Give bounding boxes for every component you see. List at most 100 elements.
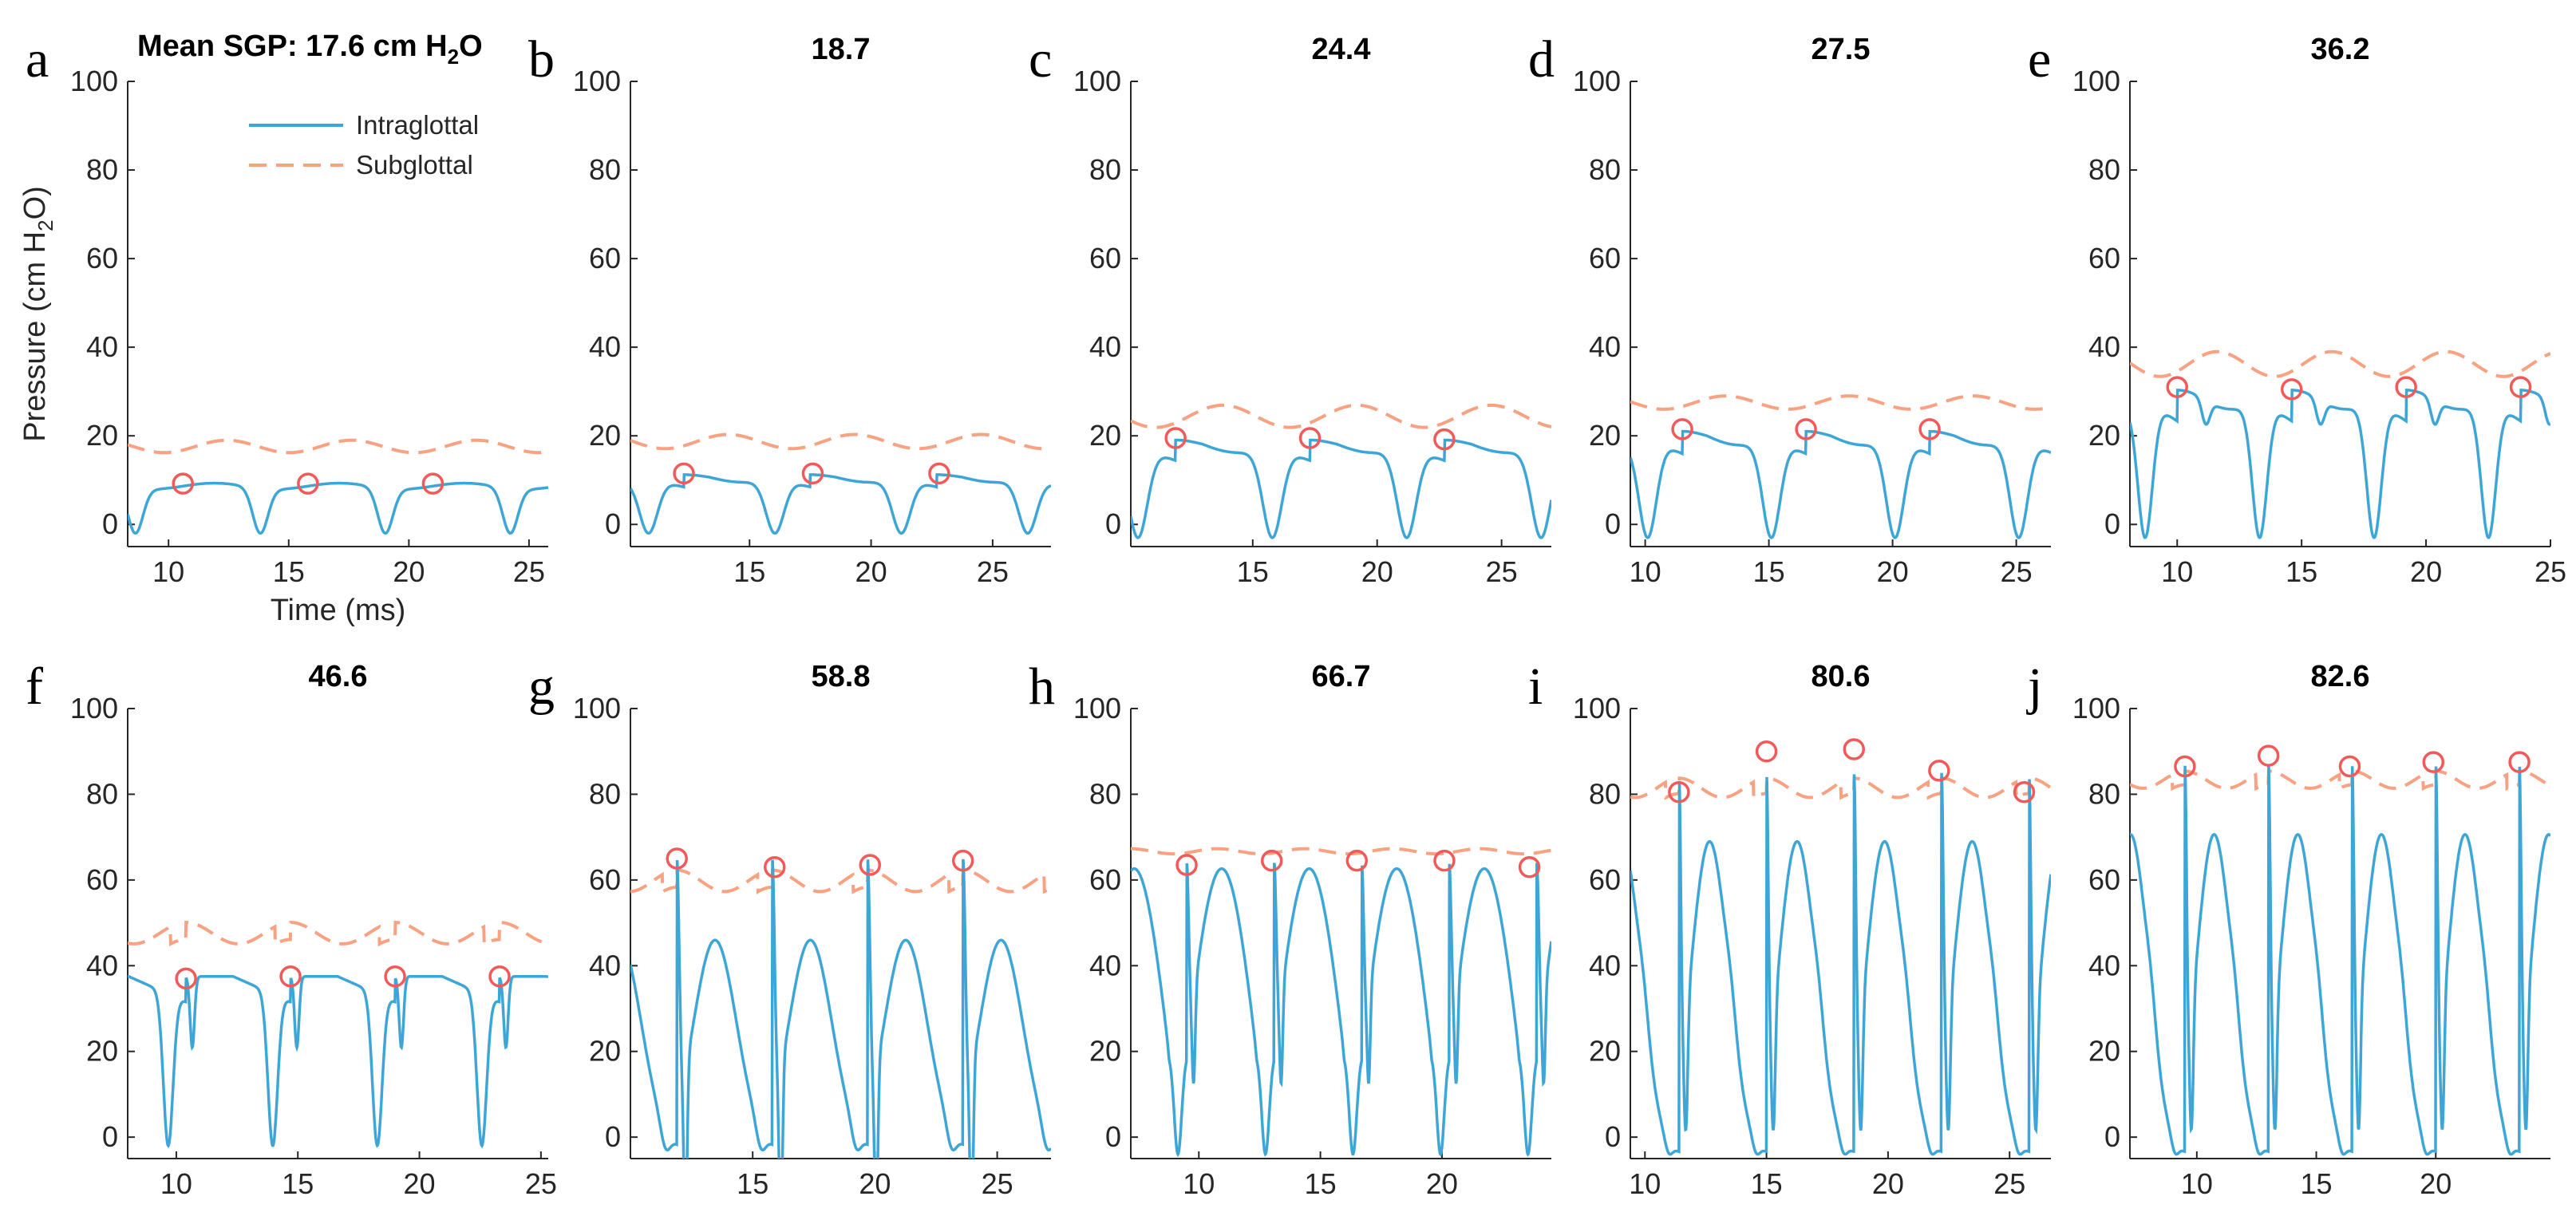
y-tick-label: 80	[2088, 153, 2120, 186]
x-tick-label: 20	[1361, 555, 1393, 588]
y-tick-label: 80	[589, 777, 621, 810]
panel-h: 0 20 40 60 80 100 10 15 20 h 66.7	[1029, 657, 1551, 1200]
panel-title: 27.5	[1811, 33, 1871, 66]
subglottal-line	[1131, 847, 1551, 856]
y-tick-label: 40	[1589, 949, 1621, 981]
peak-marker	[2257, 744, 2280, 767]
panel-g: 0 20 40 60 80 100 15 20 25 g 58.8	[528, 657, 1051, 1200]
peak-marker	[928, 462, 950, 485]
x-tick-label: 25	[982, 1167, 1013, 1200]
plot-area	[1630, 394, 2051, 539]
plot-area	[630, 432, 1051, 535]
panel-c: 0 20 40 60 80 100 15 20 25 c 24.4	[1029, 30, 1551, 588]
panel-title: 46.6	[309, 660, 368, 693]
y-tick-label: 40	[1089, 949, 1121, 981]
panel-title: 24.4	[1312, 33, 1371, 66]
plot-area	[2130, 349, 2550, 539]
y-tick-label: 40	[2088, 330, 2120, 363]
plot-area	[1630, 772, 2051, 1156]
y-tick-label: 60	[1589, 242, 1621, 274]
x-tick-label: 20	[859, 1167, 891, 1200]
intraglottal-line	[128, 974, 548, 1149]
y-tick-label: 20	[1089, 419, 1121, 452]
panel-title: Mean SGP: 17.6 cm H2O	[137, 30, 483, 69]
intraglottal-line	[630, 859, 1051, 1159]
y-tick-label: 40	[589, 330, 621, 363]
peak-marker	[1918, 418, 1941, 440]
panel-letter: i	[1528, 657, 1543, 716]
panel-a: 0 20 40 60 80 100 10 15 20 25 a Mean SGP: 17.6 cm H…	[18, 30, 548, 627]
peak-marker	[2338, 755, 2361, 778]
subglottal-line	[1131, 403, 1551, 429]
peak-marker	[673, 462, 695, 485]
y-tick-label: 0	[1105, 1120, 1121, 1153]
y-tick-label: 0	[605, 507, 621, 540]
x-tick-label: 25	[1486, 555, 1518, 588]
x-tick-label: 20	[404, 1167, 436, 1200]
plot-area	[630, 859, 1051, 1159]
y-tick-label: 60	[589, 242, 621, 274]
x-tick-label: 10	[1629, 1167, 1661, 1200]
x-tick-label: 10	[2161, 555, 2193, 588]
x-tick-label: 25	[2535, 555, 2566, 588]
panel-title: 66.7	[1312, 660, 1371, 693]
intraglottal-line	[128, 481, 548, 535]
peak-marker	[1843, 738, 1866, 760]
intraglottal-line	[1131, 863, 1551, 1158]
peak-marker	[1345, 849, 1369, 872]
x-tick-label: 15	[282, 1167, 314, 1200]
peak-marker	[951, 849, 974, 872]
peak-marker	[2395, 376, 2417, 398]
peak-marker	[764, 855, 786, 878]
y-tick-label: 40	[2088, 949, 2120, 981]
x-tick-label: 10	[1630, 555, 1661, 588]
y-tick-label: 100	[1073, 65, 1121, 97]
y-tick-label: 20	[2088, 1035, 2120, 1068]
y-tick-label: 100	[573, 692, 621, 724]
peak-marker	[2280, 378, 2303, 401]
plot-area	[128, 920, 548, 1149]
peak-marker	[1518, 855, 1541, 878]
panel-b: 0 20 40 60 80 100 15 20 25 b 18.7	[528, 30, 1051, 588]
panel-letter: g	[528, 657, 555, 716]
peak-marker	[421, 472, 444, 495]
y-tick-label: 0	[1605, 507, 1621, 540]
legend-label-intraglottal: Intraglottal	[356, 110, 479, 140]
x-tick-label: 20	[1877, 555, 1909, 588]
peak-marker	[2166, 376, 2188, 398]
peak-marker	[666, 847, 688, 870]
x-tick-label: 15	[1305, 1167, 1337, 1200]
x-tick-label: 20	[393, 555, 425, 588]
x-tick-label: 15	[1237, 555, 1269, 588]
y-tick-label: 20	[1589, 419, 1621, 452]
peak-marker	[1433, 849, 1456, 872]
y-tick-label: 60	[1089, 863, 1121, 896]
panel-letter: d	[1528, 30, 1555, 89]
legend-label-subglottal: Subglottal	[356, 150, 473, 180]
peak-marker	[279, 965, 302, 988]
panel-e: 0 20 40 60 80 100 10 15 20 25 e 36.2	[2028, 30, 2566, 588]
peak-marker	[1175, 854, 1198, 876]
y-tick-label: 20	[2088, 419, 2120, 452]
intraglottal-line	[2130, 765, 2550, 1156]
y-tick-label: 100	[2072, 692, 2120, 724]
panel-title: 18.7	[812, 33, 871, 66]
panel-letter: c	[1029, 30, 1052, 89]
y-tick-label: 0	[1605, 1120, 1621, 1153]
y-tick-label: 80	[589, 153, 621, 186]
y-tick-label: 80	[1589, 777, 1621, 810]
peak-marker	[297, 472, 319, 495]
peak-marker	[1164, 427, 1187, 449]
y-tick-label: 20	[1089, 1035, 1121, 1068]
plot-area	[1131, 403, 1551, 539]
subglottal-line	[630, 432, 1051, 451]
intraglottal-line	[1630, 772, 2051, 1156]
y-tick-label: 100	[70, 692, 118, 724]
y-tick-label: 60	[1089, 242, 1121, 274]
peak-marker	[1671, 418, 1693, 440]
y-tick-label: 20	[589, 419, 621, 452]
peak-marker	[2174, 755, 2196, 778]
x-tick-label: 15	[2301, 1167, 2333, 1200]
y-tick-label: 20	[589, 1035, 621, 1068]
x-tick-label: 15	[1751, 1167, 1783, 1200]
